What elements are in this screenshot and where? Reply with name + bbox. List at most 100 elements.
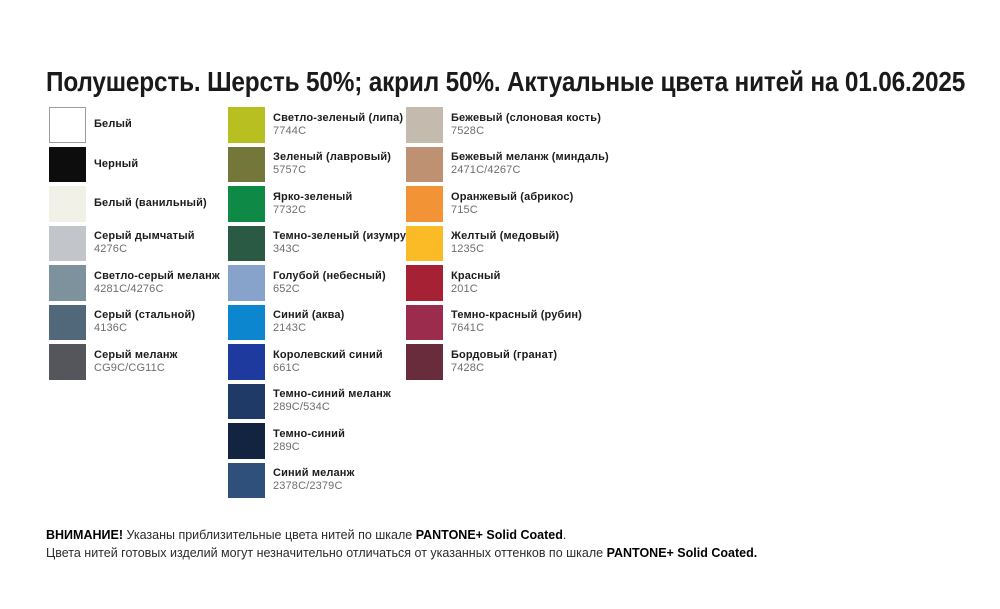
- pantone-code: CG9C/CG11C: [94, 361, 165, 374]
- pantone-code: 343C: [273, 243, 300, 256]
- color-swatch: [406, 265, 443, 301]
- color-label: Бежевый меланж (миндаль) 2471C/4267C: [451, 151, 609, 177]
- color-name: Темно-синий меланж: [273, 388, 391, 401]
- pantone-code: 7428C: [451, 361, 485, 374]
- color-label: Бордовый (гранат) 7428C: [451, 349, 557, 375]
- color-label: Королевский синий 661C: [273, 349, 383, 375]
- color-label: Светло-серый меланж 4281C/4276C: [94, 270, 220, 296]
- color-swatch: [228, 186, 265, 222]
- pantone-code: 7641C: [451, 322, 485, 335]
- color-label: Белый: [94, 118, 132, 131]
- color-row: Синий (аква) 2143C: [228, 304, 417, 340]
- color-name: Черный: [94, 157, 139, 170]
- color-swatch: [228, 462, 265, 498]
- color-swatch: [228, 344, 265, 380]
- pantone-code: 661C: [273, 361, 300, 374]
- swatch-column-beiges-reds: Бежевый (слоновая кость) 7528C Бежевый м…: [406, 107, 609, 384]
- color-name: Голубой (небесный): [273, 269, 386, 282]
- color-label: Синий меланж 2378C/2379C: [273, 467, 355, 493]
- color-name: Красный: [451, 269, 501, 282]
- color-row: Королевский синий 661C: [228, 344, 417, 380]
- color-name: Светло-серый меланж: [94, 269, 220, 282]
- disclaimer: ВНИМАНИЕ! Указаны приблизительные цвета …: [46, 527, 757, 562]
- color-label: Оранжевый (абрикос) 715C: [451, 191, 573, 217]
- color-row: Светло-зеленый (липа) 7744C: [228, 107, 417, 143]
- color-name: Зеленый (лавровый): [273, 151, 392, 164]
- color-row: Серый дымчатый 4276C: [49, 225, 220, 261]
- color-swatch: [406, 344, 443, 380]
- color-name: Оранжевый (абрикос): [451, 190, 574, 203]
- color-swatch: [228, 304, 265, 340]
- color-swatch: [49, 107, 86, 143]
- color-name: Белый: [94, 118, 132, 131]
- color-name: Темно-зеленый (изумруд): [273, 230, 417, 243]
- color-row: Ярко-зеленый 7732C: [228, 186, 417, 222]
- color-label: Темно-зеленый (изумруд) 343C: [273, 230, 417, 256]
- pantone-code: 289C: [273, 440, 300, 453]
- swatch-column-greens-blues: Светло-зеленый (липа) 7744C Зеленый (лав…: [228, 107, 417, 502]
- pantone-scale-name: PANTONE+ Solid Coated.: [606, 545, 758, 560]
- warning-label: ВНИМАНИЕ!: [46, 528, 123, 542]
- color-label: Серый (стальной) 4136C: [94, 309, 195, 335]
- color-swatch: [49, 265, 86, 301]
- disclaimer-line-1: ВНИМАНИЕ! Указаны приблизительные цвета …: [46, 528, 567, 542]
- color-name: Бежевый меланж (миндаль): [451, 151, 609, 164]
- color-swatch: [49, 186, 86, 222]
- color-swatch: [228, 423, 265, 459]
- page-title: Полушерсть. Шерсть 50%; акрил 50%. Актуа…: [46, 65, 966, 97]
- color-name: Королевский синий: [273, 348, 383, 361]
- color-label: Желтый (медовый) 1235C: [451, 230, 559, 256]
- color-label: Зеленый (лавровый) 5757C: [273, 151, 391, 177]
- color-name: Синий (аква): [273, 309, 345, 322]
- color-row: Зеленый (лавровый) 5757C: [228, 146, 417, 182]
- color-label: Красный 201C: [451, 270, 501, 296]
- color-swatch: [49, 225, 86, 261]
- color-name: Серый (стальной): [94, 309, 196, 322]
- pantone-code: 715C: [451, 203, 478, 216]
- pantone-code: 4281C/4276C: [94, 282, 164, 295]
- color-swatch: [406, 107, 443, 143]
- color-row: Темно-синий меланж 289C/534C: [228, 383, 417, 419]
- color-name: Темно-синий: [273, 427, 346, 440]
- color-swatch: [406, 304, 443, 340]
- color-row: Темно-синий 289C: [228, 423, 417, 459]
- pantone-code: 652C: [273, 282, 300, 295]
- color-name: Бежевый (слоновая кость): [451, 111, 602, 124]
- color-swatch: [406, 225, 443, 261]
- color-name: Ярко-зеленый: [273, 190, 353, 203]
- swatch-column-grays: Белый Черный Белый (ванильный) Серый дым…: [49, 107, 220, 384]
- color-row: Оранжевый (абрикос) 715C: [406, 186, 609, 222]
- color-label: Голубой (небесный) 652C: [273, 270, 386, 296]
- color-row: Светло-серый меланж 4281C/4276C: [49, 265, 220, 301]
- color-label: Темно-синий 289C: [273, 428, 345, 454]
- color-swatch: [228, 265, 265, 301]
- color-name: Светло-зеленый (липа): [273, 111, 404, 124]
- color-row: Белый (ванильный): [49, 186, 220, 222]
- color-row: Темно-зеленый (изумруд) 343C: [228, 225, 417, 261]
- color-row: Бордовый (гранат) 7428C: [406, 344, 609, 380]
- disclaimer-line-2: Цвета нитей готовых изделий могут незнач…: [46, 545, 758, 560]
- color-label: Белый (ванильный): [94, 197, 207, 210]
- color-row: Черный: [49, 146, 220, 182]
- pantone-code: 201C: [451, 282, 478, 295]
- pantone-code: 7528C: [451, 124, 485, 137]
- color-row: Бежевый (слоновая кость) 7528C: [406, 107, 609, 143]
- color-label: Серый меланж CG9C/CG11C: [94, 349, 178, 375]
- pantone-code: 2471C/4267C: [451, 164, 521, 177]
- color-swatch: [49, 344, 86, 380]
- color-name: Темно-красный (рубин): [451, 309, 582, 322]
- color-label: Светло-зеленый (липа) 7744C: [273, 112, 403, 138]
- color-swatch: [228, 107, 265, 143]
- color-row: Серый (стальной) 4136C: [49, 304, 220, 340]
- color-swatch: [228, 383, 265, 419]
- color-swatch: [49, 146, 86, 182]
- color-name: Синий меланж: [273, 467, 355, 480]
- pantone-code: 1235C: [451, 243, 485, 256]
- color-name: Серый дымчатый: [94, 230, 195, 243]
- color-swatch: [49, 304, 86, 340]
- color-label: Черный: [94, 158, 138, 171]
- pantone-code: 4276C: [94, 243, 128, 256]
- color-row: Красный 201C: [406, 265, 609, 301]
- color-row: Желтый (медовый) 1235C: [406, 225, 609, 261]
- color-name: Бордовый (гранат): [451, 348, 558, 361]
